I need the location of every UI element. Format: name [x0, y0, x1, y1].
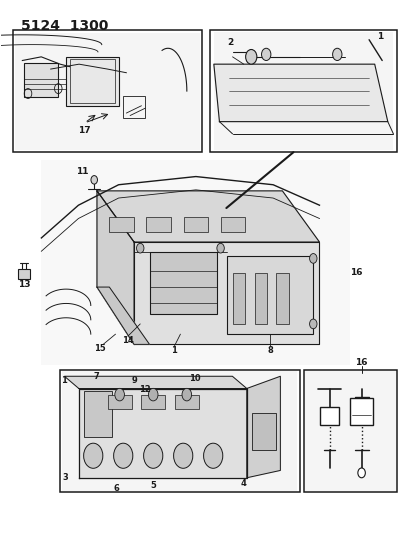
Text: 16: 16 [350, 268, 363, 277]
Bar [252, 413, 275, 450]
Bar [350, 398, 373, 425]
Circle shape [204, 443, 223, 469]
Bar [276, 273, 288, 324]
Bar [15, 33, 200, 150]
Text: 2: 2 [228, 38, 234, 47]
Bar [320, 407, 339, 425]
Bar [210, 30, 397, 152]
Bar [62, 372, 297, 491]
Text: 1: 1 [377, 31, 384, 41]
Circle shape [174, 443, 193, 469]
Bar [175, 394, 199, 409]
Bar [304, 370, 397, 492]
Polygon shape [79, 389, 247, 478]
Text: 5: 5 [150, 481, 156, 490]
Polygon shape [247, 376, 280, 478]
Circle shape [262, 49, 271, 61]
Bar [41, 160, 350, 365]
Circle shape [115, 389, 124, 401]
Circle shape [114, 443, 133, 469]
Bar [70, 59, 115, 103]
Polygon shape [64, 376, 247, 389]
Circle shape [182, 389, 192, 401]
Text: 12: 12 [139, 385, 151, 394]
Polygon shape [97, 287, 149, 344]
Text: 4: 4 [241, 479, 247, 488]
Circle shape [144, 443, 163, 469]
Bar [108, 394, 132, 409]
Polygon shape [134, 242, 319, 344]
Bar [84, 391, 113, 438]
Text: 10: 10 [189, 374, 201, 383]
Text: 9: 9 [132, 376, 138, 385]
Bar [233, 273, 245, 324]
Text: 1: 1 [61, 376, 67, 385]
Bar [18, 269, 30, 279]
Bar [24, 63, 58, 97]
Circle shape [91, 175, 98, 184]
Polygon shape [97, 191, 319, 242]
Circle shape [137, 244, 144, 253]
Bar [149, 252, 217, 314]
Circle shape [310, 319, 317, 329]
Text: 1: 1 [171, 346, 177, 355]
Text: 11: 11 [76, 167, 88, 176]
Bar [13, 30, 202, 152]
Polygon shape [97, 191, 134, 344]
Text: 15: 15 [94, 344, 106, 353]
Text: 8: 8 [267, 346, 273, 355]
Bar [184, 217, 208, 232]
Text: 6: 6 [114, 483, 120, 492]
Polygon shape [214, 64, 388, 122]
Text: 7: 7 [93, 372, 99, 381]
Bar [227, 256, 313, 334]
Circle shape [333, 49, 342, 61]
Text: 17: 17 [78, 126, 91, 135]
Bar [141, 394, 165, 409]
Circle shape [84, 443, 103, 469]
Text: 13: 13 [18, 279, 31, 288]
Bar [255, 273, 267, 324]
Text: 5124  1300: 5124 1300 [21, 19, 109, 33]
Bar [146, 217, 171, 232]
Circle shape [358, 468, 365, 478]
Bar [109, 217, 134, 232]
Bar [122, 96, 145, 118]
Text: 3: 3 [62, 473, 68, 482]
Bar [304, 372, 396, 491]
Circle shape [246, 50, 257, 64]
Circle shape [149, 389, 158, 401]
Bar [214, 33, 393, 150]
Bar [66, 57, 119, 106]
Circle shape [217, 244, 224, 253]
Bar [60, 370, 299, 492]
Text: 14: 14 [122, 336, 134, 345]
Bar [221, 217, 245, 232]
Circle shape [310, 254, 317, 263]
Text: 16: 16 [355, 358, 368, 367]
